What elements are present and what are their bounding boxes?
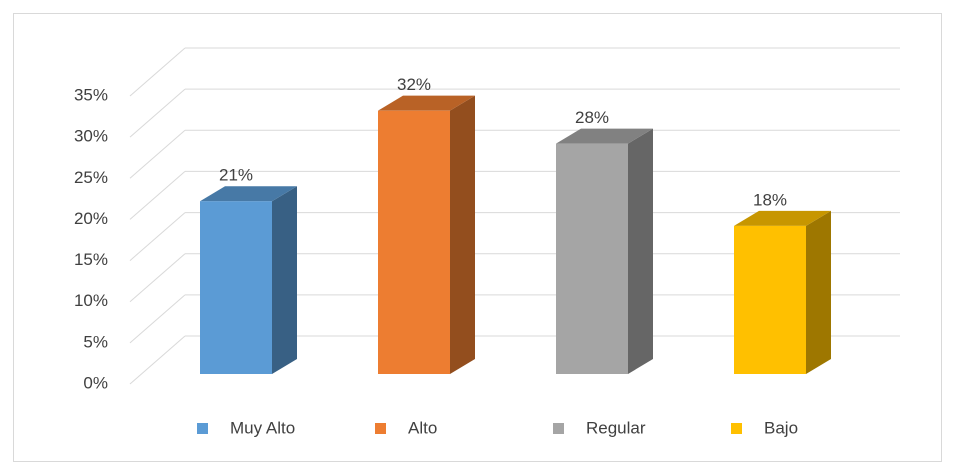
y-tick-label: 10%: [74, 291, 108, 310]
legend-swatch: [375, 423, 386, 434]
y-tick-label: 5%: [83, 332, 108, 351]
legend-swatch: [731, 423, 742, 434]
legend-label: Bajo: [764, 418, 798, 437]
legend-label: Regular: [586, 418, 646, 437]
legend-swatch: [197, 423, 208, 434]
bar: [556, 143, 628, 374]
data-label: 28%: [575, 108, 609, 127]
y-tick-label: 35%: [74, 85, 108, 104]
bar: [200, 201, 272, 374]
grid-line: [129, 129, 186, 179]
legend-swatch: [553, 423, 564, 434]
y-tick-label: 20%: [74, 209, 108, 228]
bar-side: [272, 186, 297, 374]
bar-top: [734, 210, 831, 226]
y-tick-label: 0%: [83, 373, 108, 392]
bar: [378, 110, 450, 374]
grid-line: [129, 212, 186, 261]
grid-line: [129, 88, 186, 138]
bar-side: [628, 128, 653, 374]
grid-line: [129, 171, 186, 220]
bar: [734, 225, 806, 374]
grid-line: [129, 294, 186, 344]
grid-line: [129, 253, 186, 303]
bar-side: [806, 210, 831, 374]
legend-label: Alto: [408, 418, 437, 437]
grid-line: [129, 335, 186, 385]
grid-line: [129, 47, 186, 97]
bar-top: [378, 95, 475, 111]
bar-top: [200, 186, 297, 202]
y-tick-label: 25%: [74, 168, 108, 187]
data-label: 21%: [219, 166, 253, 185]
y-tick-label: 15%: [74, 250, 108, 269]
data-label: 32%: [397, 75, 431, 94]
legend-label: Muy Alto: [230, 418, 295, 437]
bar-side: [450, 95, 475, 374]
bar-top: [556, 128, 653, 144]
y-tick-label: 30%: [74, 127, 108, 146]
data-label: 18%: [753, 190, 787, 209]
